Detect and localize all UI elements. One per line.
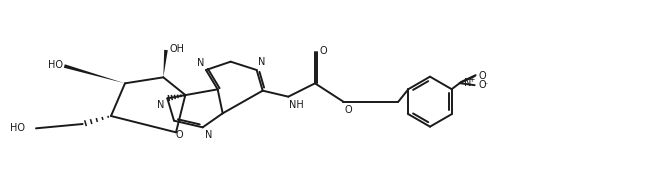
Polygon shape (163, 50, 168, 77)
Text: OH: OH (169, 44, 184, 54)
Text: N: N (196, 58, 204, 68)
Text: O: O (479, 80, 486, 90)
Text: O: O (175, 130, 183, 140)
Text: N: N (205, 130, 212, 140)
Text: O: O (344, 105, 352, 115)
Text: O: O (320, 46, 328, 56)
Text: HO: HO (10, 123, 25, 133)
Text: ⁻: ⁻ (483, 81, 488, 90)
Text: N: N (258, 57, 265, 67)
Text: N: N (157, 100, 165, 110)
Polygon shape (64, 64, 125, 83)
Text: HO: HO (49, 60, 64, 70)
Text: O: O (479, 71, 486, 81)
Text: +: + (469, 75, 475, 84)
Text: NH: NH (290, 100, 304, 110)
Text: N: N (464, 78, 471, 88)
